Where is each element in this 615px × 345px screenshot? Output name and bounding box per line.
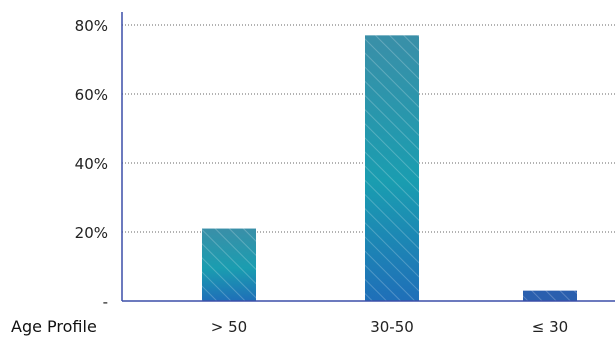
bar <box>523 290 577 301</box>
bar-hatch <box>523 290 577 301</box>
y-tick-label: 40% <box>75 155 108 173</box>
bar-hatch <box>202 228 256 301</box>
bar-hatch <box>365 35 419 301</box>
x-tick-label: > 50 <box>211 318 247 336</box>
tick-labels: - 20% 40% 60% 80% > 50 30-50 ≤ 30 <box>75 17 569 336</box>
bar <box>365 35 419 301</box>
y-tick-label: 60% <box>75 86 108 104</box>
y-tick-label: - <box>103 293 108 311</box>
x-axis-title: Age Profile <box>11 317 97 336</box>
x-tick-label: 30-50 <box>370 318 414 336</box>
bar <box>202 228 256 301</box>
x-tick-label: ≤ 30 <box>532 318 568 336</box>
y-tick-label: 20% <box>75 224 108 242</box>
bars <box>202 35 577 301</box>
y-tick-label: 80% <box>75 17 108 35</box>
axes <box>121 12 615 302</box>
